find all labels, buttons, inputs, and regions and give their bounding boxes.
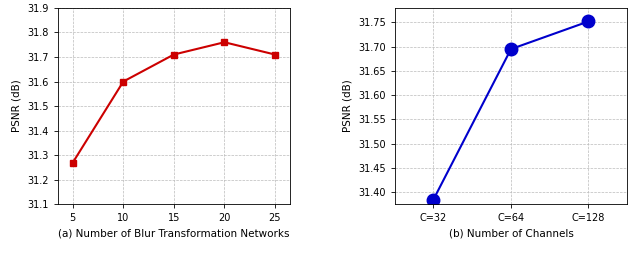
X-axis label: (a) Number of Blur Transformation Networks: (a) Number of Blur Transformation Networ… <box>58 229 289 239</box>
Y-axis label: PSNR (dB): PSNR (dB) <box>12 80 22 133</box>
Y-axis label: PSNR (dB): PSNR (dB) <box>342 80 353 133</box>
X-axis label: (b) Number of Channels: (b) Number of Channels <box>449 229 573 239</box>
